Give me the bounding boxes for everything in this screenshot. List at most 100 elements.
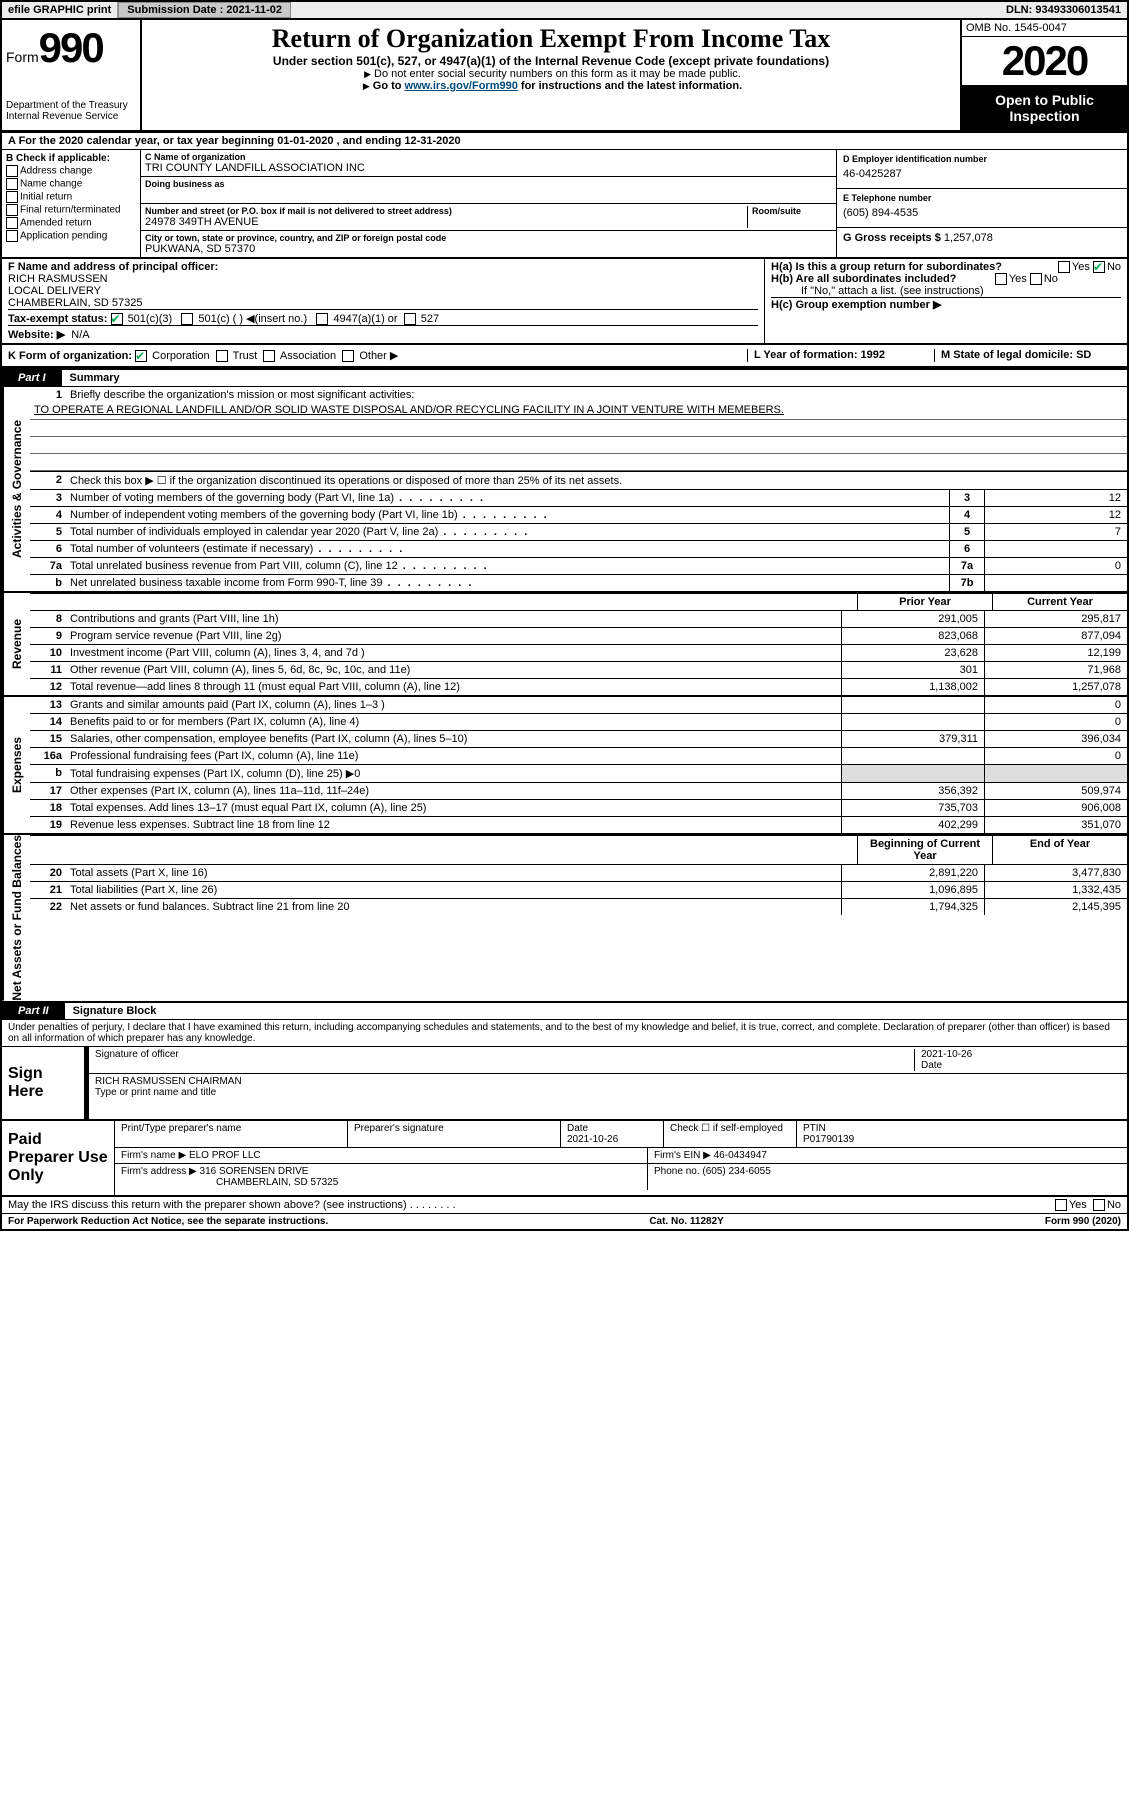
cat-no: Cat. No. 11282Y [328,1216,1045,1227]
org-name: TRI COUNTY LANDFILL ASSOCIATION INC [145,162,832,174]
checkbox-other[interactable] [342,350,354,362]
website-value: N/A [71,329,89,341]
side-expenses: Expenses [2,697,30,833]
side-governance: Activities & Governance [2,387,30,591]
checkbox-501c[interactable] [181,313,193,325]
box-c-name-label: C Name of organization [145,152,832,162]
checkbox-corporation[interactable] [135,350,147,362]
box-b-label: B Check if applicable: [6,153,110,164]
form-title: Return of Organization Exempt From Incom… [150,24,952,54]
addr-label: Number and street (or P.O. box if mail i… [145,206,747,216]
sig-officer-label: Signature of officer [95,1049,179,1060]
checkbox-trust[interactable] [216,350,228,362]
line7b-val [984,575,1127,591]
hb-label: H(b) Are all subordinates included? [771,273,956,285]
irs-link[interactable]: www.irs.gov/Form990 [405,80,518,92]
ptin-value: P01790139 [803,1134,854,1145]
hc-label: H(c) Group exemption number ▶ [771,299,941,311]
penalty-text: Under penalties of perjury, I declare th… [2,1020,1127,1046]
row-j-label: Website: ▶ [8,329,65,341]
checkbox-discuss-yes[interactable] [1055,1199,1067,1211]
ha-label: H(a) Is this a group return for subordin… [771,261,1002,273]
efile-label: efile GRAPHIC print [2,2,118,18]
dln-label: DLN: 93493306013541 [1000,2,1127,18]
sig-date-label: Date [921,1060,1121,1071]
checkbox-527[interactable] [404,313,416,325]
submission-date-button[interactable]: Submission Date : 2021-11-02 [118,2,291,18]
form-number: 990 [39,24,103,71]
checkbox-amended-return[interactable] [6,217,18,229]
checkbox-application-pending[interactable] [6,230,18,242]
row-k: K Form of organization: Corporation Trus… [2,345,1127,368]
line7a-val: 0 [984,558,1127,574]
box-b: B Check if applicable: Address change Na… [2,150,141,257]
city-label: City or town, state or province, country… [145,233,832,243]
year-formation: L Year of formation: 1992 [747,349,934,362]
street-address: 24978 349TH AVENUE [145,216,747,228]
checkbox-final-return[interactable] [6,204,18,216]
checkbox-4947[interactable] [316,313,328,325]
prep-sig-label: Preparer's signature [348,1121,561,1147]
sign-here-label: Sign Here [2,1047,85,1119]
prep-name-label: Print/Type preparer's name [115,1121,348,1147]
tax-year: 2020 [962,37,1127,86]
paid-preparer-label: Paid Preparer Use Only [2,1121,115,1195]
pra-notice: For Paperwork Reduction Act Notice, see … [8,1216,328,1227]
firm-name: ELO PROF LLC [189,1150,261,1161]
officer-name: RICH RASMUSSEN [8,273,758,285]
checkbox-discuss-no[interactable] [1093,1199,1105,1211]
checkbox-ha-no[interactable] [1093,261,1105,273]
gross-receipts-value: 1,257,078 [944,232,993,244]
checkbox-address-change[interactable] [6,165,18,177]
officer-addr2: CHAMBERLAIN, SD 57325 [8,297,758,309]
telephone-value: (605) 894-4535 [843,203,1121,223]
sig-date-value: 2021-10-26 [921,1049,1121,1060]
box-f-label: F Name and address of principal officer: [8,261,218,273]
firm-addr1: 316 SORENSEN DRIVE [200,1166,309,1177]
col-end: End of Year [992,836,1127,864]
instruction-2-pre: Go to [373,80,405,92]
line-a: A For the 2020 calendar year, or tax yea… [2,133,1127,150]
dept-label: Department of the Treasury Internal Reve… [6,100,136,122]
part2-header: Part II Signature Block [2,1001,1127,1020]
officer-name-title: RICH RASMUSSEN CHAIRMAN [95,1076,242,1087]
checkbox-name-change[interactable] [6,178,18,190]
firm-ein: 46-0434947 [714,1150,767,1161]
box-d-label: D Employer identification number [843,154,1121,164]
checkbox-association[interactable] [263,350,275,362]
checkbox-hb-yes[interactable] [995,273,1007,285]
checkbox-501c3[interactable] [111,313,123,325]
discuss-row: May the IRS discuss this return with the… [2,1197,1127,1213]
self-employed-label: Check ☐ if self-employed [664,1121,797,1147]
col-current: Current Year [992,594,1127,610]
line5-val: 7 [984,524,1127,540]
firm-phone: (605) 234-6055 [702,1166,770,1177]
form-header: Form990 Department of the Treasury Inter… [2,20,1127,133]
side-net-assets: Net Assets or Fund Balances [2,835,30,1001]
side-revenue: Revenue [2,593,30,695]
checkbox-hb-no[interactable] [1030,273,1042,285]
dba-label: Doing business as [145,179,832,189]
type-print-label: Type or print name and title [95,1087,242,1098]
q1-label: Briefly describe the organization's miss… [66,387,1127,403]
instruction-1: Do not enter social security numbers on … [374,68,741,80]
state-domicile: M State of legal domicile: SD [934,349,1121,362]
line6-val [984,541,1127,557]
top-bar: efile GRAPHIC print Submission Date : 20… [2,2,1127,20]
row-i-label: Tax-exempt status: [8,313,107,325]
open-public-badge: Open to Public Inspection [962,86,1127,130]
hb-note: If "No," attach a list. (see instruction… [771,285,1121,297]
q2-label: Check this box ▶ ☐ if the organization d… [66,472,1127,489]
box-g-label: G Gross receipts $ [843,232,941,244]
checkbox-initial-return[interactable] [6,191,18,203]
room-label: Room/suite [752,206,832,216]
form-ref: Form 990 (2020) [1045,1216,1121,1227]
form-subtitle: Under section 501(c), 527, or 4947(a)(1)… [150,54,952,68]
omb-number: OMB No. 1545-0047 [962,20,1127,37]
mission-text: TO OPERATE A REGIONAL LANDFILL AND/OR SO… [30,403,1127,420]
form-label: Form [6,49,39,65]
col-prior: Prior Year [857,594,992,610]
checkbox-ha-yes[interactable] [1058,261,1070,273]
officer-addr1: LOCAL DELIVERY [8,285,758,297]
firm-addr2: CHAMBERLAIN, SD 57325 [216,1177,338,1188]
